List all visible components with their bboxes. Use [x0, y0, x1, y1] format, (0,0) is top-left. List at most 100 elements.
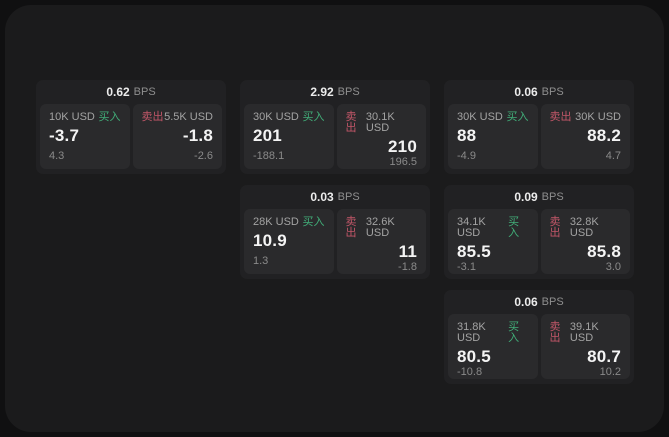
- buy-tile[interactable]: 10K USD 买入 -3.7 4.3: [40, 104, 130, 169]
- sell-tile[interactable]: 卖出 30K USD 88.2 4.7: [540, 104, 630, 169]
- buy-tile-header: 28K USD 买入: [253, 217, 325, 228]
- quotes-panel: 0.62 BPS 10K USD 买入 -3.7 4.3 卖出 5.5K USD: [5, 5, 664, 432]
- bps-header: 0.09 BPS: [448, 185, 630, 209]
- bps-header: 0.03 BPS: [244, 185, 426, 209]
- buy-delta: 4.3: [49, 150, 65, 162]
- sell-side-label: 卖出: [549, 111, 572, 123]
- sell-amount: 32.6K USD: [365, 216, 395, 239]
- quote-tiles: 30K USD 买入 88 -4.9 卖出 30K USD 88.2 4.7: [448, 104, 630, 169]
- buy-delta: -4.9: [457, 150, 476, 162]
- sell-price: -1.8: [182, 126, 213, 145]
- bps-unit-label: BPS: [541, 295, 564, 308]
- buy-side-label: 买入: [98, 111, 121, 123]
- buy-tile[interactable]: 30K USD 买入 88 -4.9: [448, 104, 538, 169]
- buy-price: 201: [253, 126, 282, 145]
- bps-value: 0.09: [514, 190, 538, 204]
- sell-amount: 30K USD: [575, 111, 621, 123]
- sell-side-label: 卖出: [345, 111, 357, 134]
- buy-tile[interactable]: 30K USD 买入 201 -188.1: [244, 104, 334, 169]
- sell-delta: 3.0: [605, 260, 621, 273]
- sell-side-label: 卖出: [549, 216, 561, 239]
- sell-amount: 5.5K USD: [164, 111, 213, 123]
- sell-tile[interactable]: 卖出 32.6K USD 11 -1.8: [336, 209, 426, 274]
- bps-unit-label: BPS: [541, 190, 564, 203]
- sell-tile[interactable]: 卖出 5.5K USD -1.8 -2.6: [132, 104, 222, 169]
- buy-delta: -3.1: [457, 260, 476, 273]
- buy-tile-header: 10K USD 买入: [49, 112, 121, 123]
- buy-side-label: 买入: [508, 216, 520, 239]
- bps-header: 0.06 BPS: [448, 80, 630, 104]
- sell-delta: 196.5: [389, 155, 417, 168]
- bps-unit-label: BPS: [337, 85, 360, 98]
- bps-value: 2.92: [310, 85, 334, 99]
- quote-card: 0.06 BPS 30K USD 买入 88 -4.9 卖出 30K USD: [444, 80, 634, 174]
- buy-price: 80.5: [457, 347, 491, 366]
- buy-tile-header: 30K USD 买入: [253, 112, 325, 123]
- buy-amount: 31.8K USD: [457, 321, 486, 344]
- sell-tile-header: 卖出 39.1K USD: [550, 322, 622, 344]
- bps-header: 0.62 BPS: [40, 80, 222, 104]
- buy-side-label: 买入: [508, 321, 520, 344]
- bps-unit-label: BPS: [541, 85, 564, 98]
- quote-card: 0.62 BPS 10K USD 买入 -3.7 4.3 卖出 5.5K USD: [36, 80, 226, 174]
- sell-amount: 39.1K USD: [569, 321, 599, 344]
- sell-tile-header: 卖出 30.1K USD: [346, 112, 418, 134]
- buy-side-label: 买入: [302, 111, 325, 123]
- bps-value: 0.06: [514, 295, 538, 309]
- quote-tiles: 31.8K USD 买入 80.5 -10.8 卖出 39.1K USD 80.…: [448, 314, 630, 379]
- buy-price: 85.5: [457, 242, 491, 261]
- quote-card: 2.92 BPS 30K USD 买入 201 -188.1 卖出 30.1K …: [240, 80, 430, 174]
- quote-tiles: 30K USD 买入 201 -188.1 卖出 30.1K USD 210 1…: [244, 104, 426, 169]
- sell-amount: 32.8K USD: [569, 216, 599, 239]
- sell-tile-header: 卖出 32.6K USD: [346, 217, 418, 239]
- buy-delta: 1.3: [253, 255, 269, 267]
- sell-tile-header: 卖出 32.8K USD: [550, 217, 622, 239]
- buy-delta: -188.1: [253, 150, 285, 162]
- sell-tile[interactable]: 卖出 39.1K USD 80.7 10.2: [540, 314, 630, 379]
- quote-card: 0.09 BPS 34.1K USD 买入 85.5 -3.1 卖出 32.8K…: [444, 185, 634, 279]
- buy-tile[interactable]: 31.8K USD 买入 80.5 -10.8: [448, 314, 538, 379]
- bps-header: 2.92 BPS: [244, 80, 426, 104]
- sell-price: 80.7: [587, 347, 621, 366]
- sell-tile-header: 卖出 30K USD: [550, 112, 622, 123]
- quote-tiles: 28K USD 买入 10.9 1.3 卖出 32.6K USD 11 -1.8: [244, 209, 426, 274]
- sell-tile-header: 卖出 5.5K USD: [142, 112, 214, 123]
- sell-price: 85.8: [587, 242, 621, 261]
- sell-tile[interactable]: 卖出 32.8K USD 85.8 3.0: [540, 209, 630, 274]
- bps-value: 0.06: [514, 85, 538, 99]
- buy-tile-header: 34.1K USD 买入: [457, 217, 529, 239]
- sell-delta: 4.7: [605, 150, 621, 162]
- sell-side-label: 卖出: [141, 111, 164, 123]
- buy-side-label: 买入: [506, 111, 529, 123]
- buy-price: -3.7: [49, 126, 80, 145]
- buy-price: 88: [457, 126, 477, 145]
- buy-amount: 30K USD: [253, 111, 299, 123]
- sell-side-label: 卖出: [549, 321, 561, 344]
- buy-delta: -10.8: [457, 365, 483, 378]
- sell-delta: -1.8: [398, 260, 417, 273]
- bps-value: 0.62: [106, 85, 130, 99]
- buy-amount: 10K USD: [49, 111, 95, 123]
- buy-tile-header: 30K USD 买入: [457, 112, 529, 123]
- buy-amount: 28K USD: [253, 216, 299, 228]
- quote-card: 0.06 BPS 31.8K USD 买入 80.5 -10.8 卖出 39.1…: [444, 290, 634, 384]
- sell-price: 11: [398, 242, 417, 261]
- bps-value: 0.03: [310, 190, 334, 204]
- quote-tiles: 34.1K USD 买入 85.5 -3.1 卖出 32.8K USD 85.8…: [448, 209, 630, 274]
- buy-tile-header: 31.8K USD 买入: [457, 322, 529, 344]
- bps-unit-label: BPS: [133, 85, 156, 98]
- bps-header: 0.06 BPS: [448, 290, 630, 314]
- buy-tile[interactable]: 28K USD 买入 10.9 1.3: [244, 209, 334, 274]
- sell-delta: -2.6: [194, 150, 213, 162]
- sell-amount: 30.1K USD: [365, 111, 395, 134]
- quote-card: 0.03 BPS 28K USD 买入 10.9 1.3 卖出 32.6K US…: [240, 185, 430, 279]
- bps-unit-label: BPS: [337, 190, 360, 203]
- buy-tile[interactable]: 34.1K USD 买入 85.5 -3.1: [448, 209, 538, 274]
- sell-side-label: 卖出: [345, 216, 357, 239]
- sell-tile[interactable]: 卖出 30.1K USD 210 196.5: [336, 104, 426, 169]
- quote-tiles: 10K USD 买入 -3.7 4.3 卖出 5.5K USD -1.8 -2.…: [40, 104, 222, 169]
- sell-price: 210: [388, 137, 417, 156]
- buy-price: 10.9: [253, 231, 287, 250]
- buy-amount: 30K USD: [457, 111, 503, 123]
- buy-side-label: 买入: [302, 216, 325, 228]
